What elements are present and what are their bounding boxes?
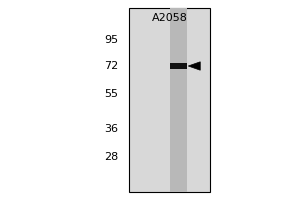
Text: A2058: A2058 <box>152 13 188 23</box>
Text: 28: 28 <box>104 152 118 162</box>
Polygon shape <box>188 62 200 70</box>
Text: 95: 95 <box>104 35 118 45</box>
Text: 72: 72 <box>104 61 118 71</box>
Text: 36: 36 <box>104 124 118 134</box>
Text: 55: 55 <box>104 89 118 99</box>
Bar <box>170 63 187 69</box>
Bar <box>170 8 187 192</box>
Bar <box>129 8 210 192</box>
